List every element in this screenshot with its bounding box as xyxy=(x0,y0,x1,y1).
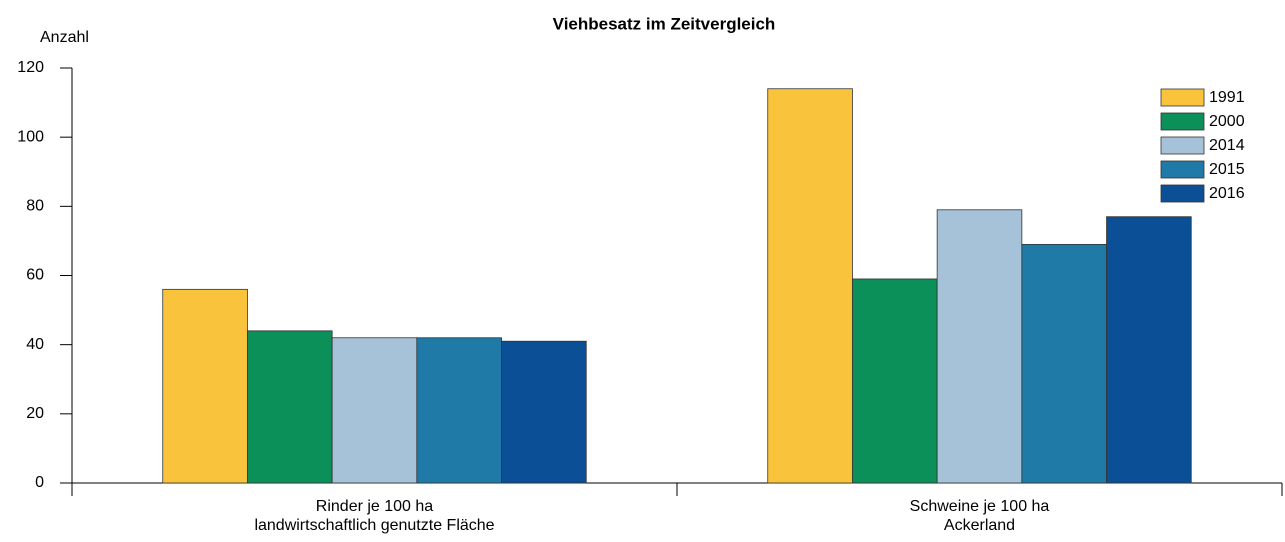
y-axis-label: Anzahl xyxy=(40,29,89,46)
bar xyxy=(162,288,248,484)
bar xyxy=(852,278,938,484)
bar xyxy=(501,340,587,484)
legend-swatch xyxy=(1160,88,1205,107)
legend-swatch xyxy=(1160,112,1205,131)
y-tick-label: 60 xyxy=(26,267,44,284)
x-tick-label: Rinder je 100 ha landwirtschaftlich genu… xyxy=(254,498,495,534)
legend-swatch xyxy=(1160,160,1205,179)
y-tick-label: 0 xyxy=(35,474,44,491)
y-tick-label: 40 xyxy=(26,336,44,353)
y-tick-label: 100 xyxy=(17,128,44,145)
bar xyxy=(1106,216,1192,484)
legend-label: 2000 xyxy=(1209,113,1245,130)
legend-swatch xyxy=(1160,184,1205,203)
y-tick-label: 120 xyxy=(17,59,44,76)
bar xyxy=(247,330,333,484)
chart-title: Viehbesatz im Zeitvergleich xyxy=(553,14,776,33)
legend-label: 1991 xyxy=(1209,89,1245,106)
legend-swatch xyxy=(1160,136,1205,155)
bar xyxy=(767,88,853,484)
bar xyxy=(1021,243,1107,484)
legend-label: 2015 xyxy=(1209,161,1245,178)
y-tick-label: 80 xyxy=(26,198,44,215)
bar xyxy=(331,337,418,484)
legend-label: 2016 xyxy=(1209,185,1245,202)
legend-label: 2014 xyxy=(1209,137,1245,154)
bar xyxy=(416,337,502,484)
y-tick-label: 20 xyxy=(26,405,44,422)
x-tick-label: Schweine je 100 ha Ackerland xyxy=(909,498,1050,534)
bar xyxy=(936,209,1023,484)
